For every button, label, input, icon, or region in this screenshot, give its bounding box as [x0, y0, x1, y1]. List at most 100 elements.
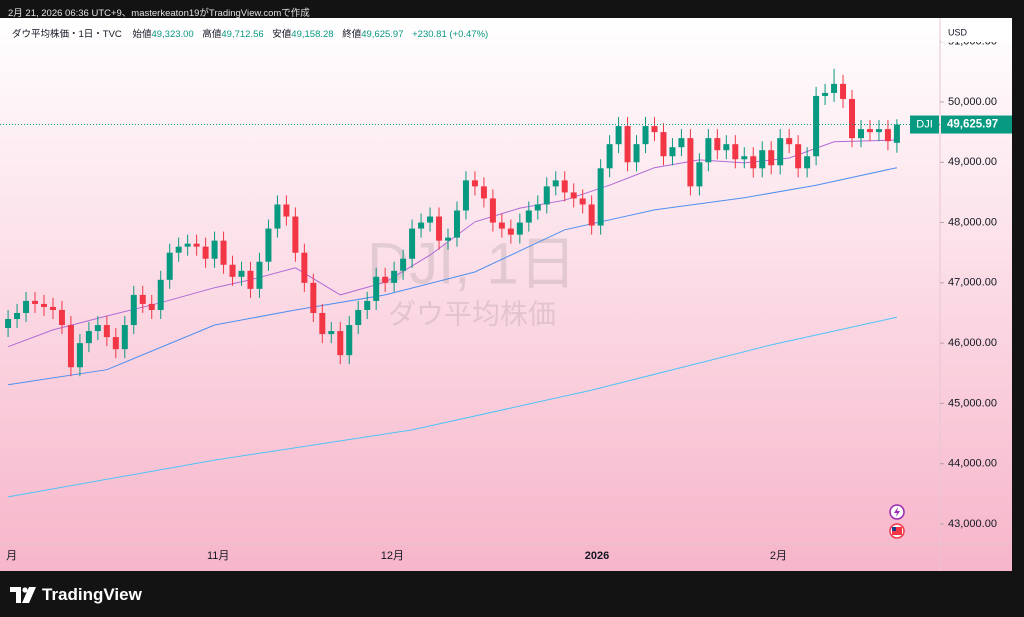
- candle-body: [615, 126, 622, 145]
- candle-body: [705, 138, 712, 163]
- candle-body: [445, 237, 452, 241]
- candle-body: [166, 252, 173, 280]
- x-tick-label: 2026: [585, 550, 609, 562]
- candle-body: [831, 83, 838, 93]
- candle-body: [184, 243, 191, 247]
- candle-body: [606, 144, 613, 169]
- candle-body: [714, 138, 721, 151]
- candle-body: [857, 129, 864, 139]
- price-tag-bg: [941, 115, 1012, 134]
- candle-body: [687, 138, 694, 187]
- candle-body: [678, 138, 685, 148]
- candle-body: [319, 312, 326, 335]
- candle-body: [516, 222, 523, 235]
- candle-body: [768, 150, 775, 166]
- watermark: DJI, 1日: [367, 231, 577, 296]
- candle-body: [453, 210, 460, 238]
- candle-body: [427, 216, 434, 223]
- candle-body: [220, 240, 227, 265]
- candle-body: [175, 246, 182, 253]
- currency: USD: [948, 27, 968, 37]
- candle-body: [274, 204, 281, 229]
- candle-body: [840, 83, 847, 99]
- candle-body: [121, 325, 128, 350]
- symbol-tag: DJI: [916, 118, 933, 130]
- x-tick-label: 12月: [381, 550, 404, 562]
- candle-body: [265, 228, 272, 262]
- candle-body: [436, 216, 443, 241]
- candle-body: [301, 252, 308, 283]
- candle-body: [750, 156, 757, 169]
- candle-body: [292, 216, 299, 253]
- candle-body: [498, 222, 505, 229]
- candle-body: [409, 228, 416, 259]
- candle-body: [193, 243, 200, 247]
- candle-body: [67, 325, 74, 368]
- ohlc-value: 49,323.00: [151, 29, 194, 40]
- flag: [892, 527, 902, 535]
- watermark-group: DJI, 1日 ダウ平均株価: [367, 231, 577, 329]
- ohlc-label: 安値: [272, 29, 292, 40]
- candle-body: [337, 331, 344, 356]
- candle-body: [669, 147, 676, 157]
- brand: TradingView: [42, 585, 142, 604]
- candle-body: [49, 306, 56, 310]
- candle-body: [23, 300, 30, 313]
- candle-body: [202, 246, 209, 259]
- y-tick-label: 49,000.00: [948, 156, 997, 168]
- candle-body: [723, 144, 730, 151]
- candle-body: [660, 132, 667, 157]
- candle-body: [849, 98, 856, 139]
- candle-body: [561, 180, 568, 193]
- candle-body: [256, 261, 263, 289]
- ohlc-label: 高値: [202, 29, 222, 40]
- candle-body: [642, 126, 649, 145]
- candle-body: [328, 331, 335, 335]
- candle-body: [813, 95, 820, 157]
- candle-body: [382, 276, 389, 283]
- y-tick-label: 44,000.00: [948, 458, 997, 470]
- candle-body: [597, 168, 604, 226]
- candle-body: [534, 204, 541, 211]
- candle-body: [373, 276, 380, 301]
- x-tick-label: 2月: [770, 550, 787, 562]
- lightning: [894, 507, 900, 517]
- candle-body: [786, 138, 793, 145]
- moving-average: [8, 167, 898, 386]
- flag-canton: [892, 527, 896, 531]
- candle-body: [103, 325, 110, 338]
- y-tick-label: 47,000.00: [948, 277, 997, 289]
- plot: [5, 68, 900, 498]
- candle-body: [525, 210, 532, 223]
- candle-body: [875, 129, 882, 133]
- candle-body: [148, 303, 155, 310]
- ohlc-value: 49,712.56: [221, 29, 264, 40]
- candle-body: [489, 198, 496, 223]
- candle-body: [480, 186, 487, 199]
- candle-body: [238, 270, 245, 277]
- ohlc-label: 始値: [132, 29, 152, 40]
- candle-body: [211, 240, 218, 259]
- moving-average: [7, 139, 897, 348]
- candle-body: [741, 156, 748, 160]
- candle-body: [94, 325, 101, 332]
- candle-body: [777, 138, 784, 166]
- candle-body: [588, 204, 595, 226]
- candle-body: [130, 294, 137, 326]
- candle-body: [543, 186, 550, 205]
- candle-body: [795, 144, 802, 169]
- logo: [10, 587, 36, 603]
- candle-body: [310, 282, 317, 313]
- candle-body: [58, 309, 65, 326]
- candle-body: [139, 294, 146, 304]
- chart-background: [0, 18, 1012, 571]
- candle-body: [759, 150, 766, 169]
- caption: 2月 21, 2026 06:36 UTC+9、masterkeaton19がT…: [8, 8, 310, 19]
- ohlc-value: 49,625.97: [361, 29, 404, 40]
- candle-body: [822, 92, 829, 96]
- y-tick-label: 46,000.00: [948, 337, 997, 349]
- candle-body: [76, 343, 83, 368]
- candle-body: [570, 192, 577, 199]
- candle-body: [651, 126, 658, 133]
